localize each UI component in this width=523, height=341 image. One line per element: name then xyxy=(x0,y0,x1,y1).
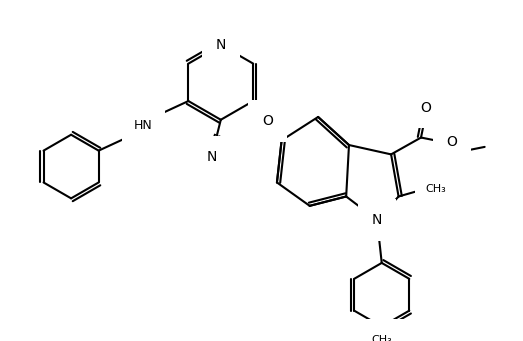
Text: N: N xyxy=(372,213,382,227)
Text: O: O xyxy=(420,101,431,115)
Text: O: O xyxy=(447,135,457,149)
Text: N: N xyxy=(215,38,226,52)
Text: O: O xyxy=(262,114,273,128)
Text: CH₃: CH₃ xyxy=(371,335,392,341)
Text: N: N xyxy=(206,150,217,164)
Text: HN: HN xyxy=(134,119,153,132)
Text: CH₃: CH₃ xyxy=(426,184,446,194)
